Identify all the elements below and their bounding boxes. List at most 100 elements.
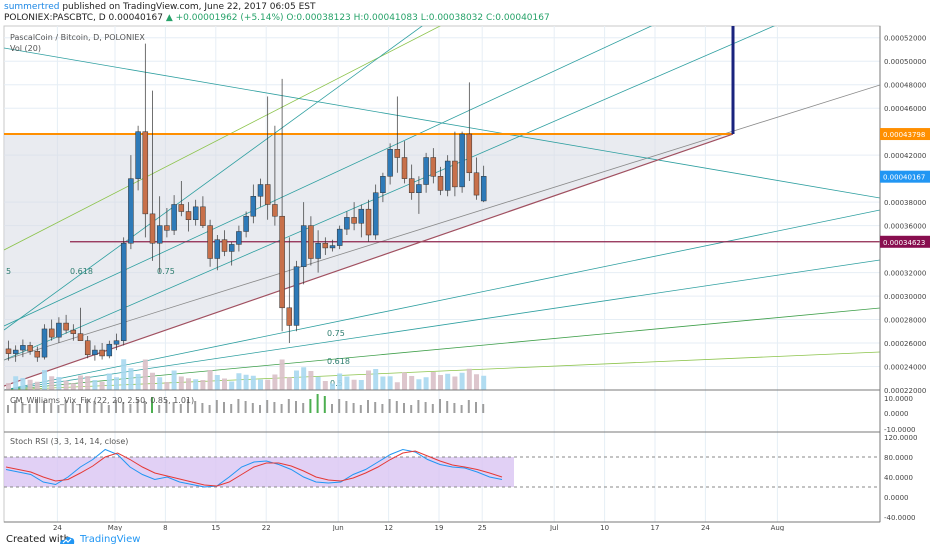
stoch-rsi-pane[interactable] [4,448,880,488]
y-tick-label: 0.00022000 [884,387,926,395]
volume-bar [430,372,436,390]
vix-bar [165,400,168,413]
vix-bar [381,404,384,413]
candle [408,178,415,193]
volume-bar [301,367,307,390]
trendline [4,26,441,251]
candle [279,215,285,309]
candle [293,266,300,326]
candle [20,345,26,351]
candle [142,131,149,215]
publish-info: summertred published on TradingView.com,… [4,2,315,12]
chart[interactable]: 5 0.618 0.75 0.75 0.618 0.5 0.00052000 0.00050… [0,0,932,531]
candle [92,349,98,356]
vix-bar [417,400,420,413]
time-axis[interactable]: 24 May 8 15 22 Jun 12 19 25 Jul 10 17 24 Aug [53,524,784,531]
price-label: 0.00040167 [883,174,925,182]
candle [70,329,77,334]
vix-bar [71,402,74,413]
candle [444,160,451,191]
trendline [4,209,880,390]
candle [394,149,401,158]
candle [336,228,343,246]
vix-bar [129,404,132,413]
candle [473,172,480,196]
volume-bar [423,377,429,390]
vix-bar [367,400,369,413]
rising-trendline [4,133,734,387]
price-axis[interactable]: 0.00052000 0.00050000 0.00048000 0.00046000… [880,35,930,522]
stoch-label: Stoch RSI (3, 3, 14, 14, close) [10,437,128,446]
candle [300,225,307,267]
volume-bar [409,376,415,390]
candle [315,242,321,259]
volume-bar [330,383,335,390]
vix-bar [266,400,269,413]
volume-bar [286,377,292,390]
volume-bar [315,376,321,390]
vix-bar [395,401,398,413]
vix-bar [215,400,218,413]
volume-bar [322,381,328,390]
candle [365,208,372,236]
candle [56,322,62,338]
volume-bar [258,379,263,390]
tradingview-brand[interactable]: TradingView [80,534,141,545]
candle [84,340,91,356]
candle [156,225,163,244]
vix-bar [475,402,477,413]
volume-bar [236,373,242,390]
candle [459,133,465,188]
candle [221,239,228,252]
vix-bar [453,403,456,413]
volume-bar [207,370,213,390]
candle [344,217,350,230]
price-label: 0.00034623 [883,239,925,247]
price-pane[interactable]: 5 0.618 0.75 0.75 0.618 0.5 [4,0,880,390]
stoch-tick: -40.0000 [884,514,915,522]
pane-labels: PascalCoin / Bitcoin, D, POLONIEX Vol (2… [10,33,194,446]
volume-bar [49,376,55,390]
vix-bar [172,402,175,413]
price-label-bg [880,235,930,248]
vix-bar [57,405,60,413]
volume-bar [164,382,170,390]
vix-bar [115,400,117,413]
tradingview-cloud-icon [60,536,75,544]
volume-bar [459,372,465,390]
symbol-line: POLONIEX:PASCBTC, D [4,13,106,23]
williams-tick: 10.0000 [884,395,913,403]
vix-bar [251,403,254,413]
y-tick-label: 0.00052000 [884,35,926,43]
candle [135,131,141,179]
x-tick-label: Jun [332,524,344,531]
candle [27,345,33,352]
candle [200,206,206,226]
vix-bar [388,399,391,413]
volume-bar [416,379,422,390]
williams-pane[interactable] [7,394,485,413]
candle [164,225,170,231]
candle [264,184,271,205]
author-link[interactable]: summertred [4,2,60,12]
volume-bar [474,374,479,390]
candle [113,340,120,345]
x-tick-label: 15 [211,524,220,531]
volume-bar [272,374,278,390]
fib-label: 0.75 [157,267,175,276]
stoch-tick: 0.0000 [884,494,909,502]
volume-bar [466,368,472,390]
x-tick-label: May [108,524,122,531]
y-tick-label: 0.00050000 [884,58,926,66]
volume-bar [402,372,407,390]
vix-bar [122,402,125,413]
candle [351,217,357,224]
vix-bar [179,404,182,413]
volume-label: Vol (20) [10,44,41,53]
volume-bar [150,372,155,390]
candle [5,348,12,354]
candle [243,215,249,232]
x-tick-label: 24 [701,524,710,531]
volume-bar [351,379,357,390]
candle [178,204,185,212]
